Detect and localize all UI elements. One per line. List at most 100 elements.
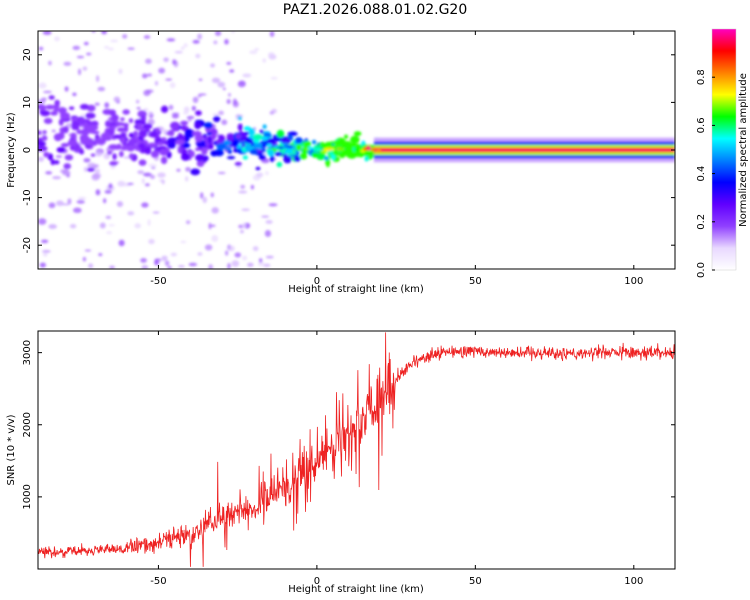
snr-series-line <box>38 332 675 567</box>
spectrogram-noise-blob <box>76 199 85 204</box>
spectrogram-noise-blob <box>262 263 271 268</box>
spectrogram-x-tick-label: 50 <box>469 276 482 287</box>
spectrogram-noise-blob <box>257 261 265 267</box>
spectrogram-ridge-blob <box>120 117 125 122</box>
spectrogram-ridge-blob <box>159 148 169 156</box>
colorbar-ticks: 0.0 0.2 0.4 0.6 0.8 <box>696 69 715 278</box>
spectrogram-noise-blob <box>145 58 152 64</box>
spectrogram-noise-blob <box>88 263 94 269</box>
spectrogram-ridge-blob <box>126 144 136 152</box>
spectrogram-noise-blob <box>94 168 101 174</box>
spectrogram-ridge-blob <box>195 110 202 116</box>
spectrogram-ridge-blob <box>261 148 266 153</box>
spectrogram-noise-blob <box>224 250 229 256</box>
spectrogram-ridge-blob <box>128 138 138 145</box>
spectrogram-transition-blob <box>262 142 268 146</box>
spectrogram-transition-blob <box>370 148 376 152</box>
spectrogram-ridge-blob <box>118 150 124 158</box>
spectrogram-noise-blob <box>212 113 221 116</box>
spectrogram-noise-blob <box>241 255 248 261</box>
spectrogram-noise-blob <box>98 253 103 257</box>
spectrogram-transition-blob <box>287 145 293 149</box>
spectrogram-noise-blob <box>83 41 89 46</box>
spectrogram-ridge-blob <box>60 143 70 148</box>
spectrogram-noise-blob <box>198 78 203 81</box>
spectrogram-ridge-blob <box>218 134 225 139</box>
spectrogram-ridge-blob <box>245 144 251 153</box>
spectrogram-noise-blob <box>265 255 274 259</box>
spectrogram-noise-blob <box>211 77 221 84</box>
spectrogram-ridge-blob <box>79 117 85 122</box>
spectrogram-ridge-blob <box>325 160 330 168</box>
spectrogram-noise-blob <box>77 68 82 76</box>
spectrogram-noise-blob <box>191 105 197 111</box>
spectrogram-y-tick-label: -20 <box>22 237 33 253</box>
spectrogram-ridge-blob <box>180 153 191 161</box>
spectrogram-y-tick-label: -10 <box>22 189 33 205</box>
spectrogram-noise-blob <box>217 171 226 175</box>
spectrogram-ridge-blob <box>160 156 168 165</box>
spectrogram-noise-blob <box>240 229 244 234</box>
spectrogram-transition-blob <box>278 146 284 150</box>
spectrogram-ridge-blob <box>79 103 90 110</box>
spectrogram-ridge-blob <box>207 136 213 144</box>
spectrogram-noise-blob <box>41 250 51 253</box>
spectrogram-noise-blob <box>227 93 231 97</box>
spectrogram-noise-blob <box>102 198 107 204</box>
spectrogram-noise-blob <box>69 224 77 229</box>
spectrogram-noise-blob <box>180 240 187 244</box>
spectrogram-noise-blob <box>123 156 131 159</box>
spectrogram-ridge-blob <box>364 156 369 162</box>
spectrogram-transition-blob <box>376 148 382 153</box>
spectrogram-ridge-blob <box>67 139 78 147</box>
snr-y-tick-label: 1000 <box>22 484 33 509</box>
spectrogram-noise-blob <box>235 114 244 118</box>
spectrogram-noise-blob <box>168 104 174 111</box>
spectrogram-noise-blob <box>163 57 169 62</box>
spectrogram-ridge-blob <box>112 153 117 160</box>
spectrogram-noise-blob <box>261 215 270 218</box>
spectrogram-ridge-blob <box>167 142 176 149</box>
spectrogram-x-label: Height of straight line (km) <box>288 284 424 295</box>
snr-y-tick-label: 3000 <box>22 340 33 365</box>
spectrogram-ridge-blob <box>243 126 251 131</box>
spectrogram-transition-blob <box>326 147 332 151</box>
spectrogram-ridge-blob <box>284 149 294 154</box>
spectrogram-ridge-blob <box>86 167 95 172</box>
spectrogram-blobs <box>38 31 675 269</box>
spectrogram-noise-blob <box>63 61 72 66</box>
spectrogram-noise-blob <box>198 93 207 96</box>
spectrogram-ridge-blob <box>180 120 189 126</box>
spectrogram-noise-blob <box>108 224 115 227</box>
spectrogram-noise-blob <box>186 115 195 120</box>
spectrogram-noise-blob <box>127 47 135 51</box>
spectrogram-ridge-blob <box>268 149 275 157</box>
spectrogram-noise-blob <box>143 172 152 177</box>
spectrogram-ridge-blob <box>344 142 353 149</box>
spectrogram-noise-blob <box>104 189 112 194</box>
spectrogram-noise-blob <box>242 222 247 229</box>
spectrogram-noise-blob <box>141 178 145 184</box>
spectrogram-noise-blob <box>210 224 216 227</box>
spectrogram-ridge-blob <box>201 148 208 155</box>
spectrogram-noise-blob <box>84 249 92 252</box>
spectrogram-noise-blob <box>137 170 145 175</box>
spectrogram-noise-blob <box>72 92 77 97</box>
spectrogram-ridge-blob <box>249 148 259 155</box>
spectrogram-ridge-blob <box>86 104 96 112</box>
spectrogram-ridge-blob <box>226 155 236 160</box>
spectrogram-noise-blob <box>214 31 222 36</box>
snr-y-label: SNR (10 * v/v) <box>6 414 17 485</box>
spectrogram-ridge-blob <box>59 112 71 120</box>
spectrogram-ridge-blob <box>166 131 172 136</box>
spectrogram-noise-blob <box>204 244 213 251</box>
spectrogram-ridge-blob <box>154 127 160 133</box>
spectrogram-ridge-blob <box>311 139 317 145</box>
spectrogram-ridge-blob <box>144 146 152 155</box>
spectrogram-x-tick-label: -50 <box>150 276 166 287</box>
spectrogram-noise-blob <box>197 33 203 40</box>
spectrogram-noise-blob <box>60 168 69 174</box>
spectrogram-ridge-blob <box>237 116 242 121</box>
spectrogram-noise-blob <box>195 53 201 59</box>
